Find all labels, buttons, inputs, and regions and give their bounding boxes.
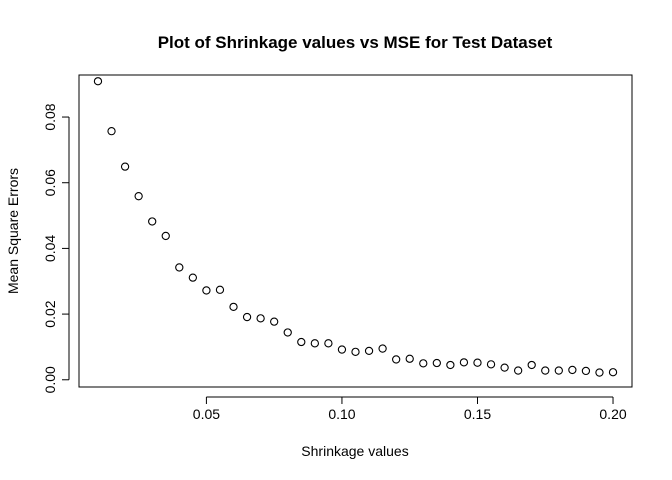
data-point <box>229 302 238 312</box>
x-axis: 0.05 0.10 0.15 0.20 <box>193 396 627 422</box>
plot-area-frame <box>78 74 633 388</box>
data-point <box>364 346 374 356</box>
y-tick-label: 0.02 <box>42 300 58 327</box>
data-point <box>256 314 265 323</box>
data-point <box>283 328 292 337</box>
data-point <box>175 263 184 272</box>
data-point <box>161 231 170 241</box>
data-point <box>595 368 604 377</box>
y-tick-label: 0.06 <box>42 169 58 196</box>
data-point <box>297 337 306 347</box>
x-tick-label: 0.15 <box>464 406 491 422</box>
data-point <box>324 339 333 348</box>
data-point <box>188 273 198 282</box>
y-axis: 0.00 0.02 0.04 0.06 0.08 <box>42 103 70 393</box>
data-point <box>459 358 469 367</box>
data-point <box>134 192 143 201</box>
data-point <box>215 285 225 294</box>
x-tick-label: 0.05 <box>193 406 220 422</box>
data-point <box>473 358 482 367</box>
data-point <box>527 360 536 370</box>
data-point <box>310 339 319 348</box>
x-tick-label: 0.10 <box>328 406 355 422</box>
y-tick-label: 0.04 <box>42 235 58 262</box>
data-point <box>541 366 550 375</box>
data-point <box>202 286 211 295</box>
data-point <box>446 360 455 370</box>
data-point <box>351 347 360 357</box>
data-point <box>500 363 509 372</box>
data-point <box>148 217 157 226</box>
data-point <box>608 368 618 377</box>
data-point <box>581 366 591 376</box>
data-point <box>432 358 441 368</box>
x-axis-label: Shrinkage values <box>301 443 408 459</box>
y-axis-label: Mean Square Errors <box>5 168 21 294</box>
data-point <box>378 344 387 353</box>
data-point <box>419 359 428 368</box>
data-point <box>93 77 103 86</box>
data-point <box>554 366 563 375</box>
y-tick-label: 0.08 <box>42 103 58 130</box>
data-point <box>270 317 279 326</box>
data-point <box>405 354 414 363</box>
data-point <box>337 345 347 354</box>
x-tick-label: 0.20 <box>599 406 626 422</box>
data-point <box>486 360 496 369</box>
chart-title: Plot of Shrinkage values vs MSE for Test… <box>158 33 553 52</box>
data-point <box>242 312 252 322</box>
data-point <box>107 127 116 136</box>
data-points <box>93 77 618 377</box>
data-point <box>392 355 401 364</box>
data-point <box>513 366 523 375</box>
data-point <box>568 365 577 375</box>
y-tick-label: 0.00 <box>42 366 58 393</box>
data-point <box>120 162 130 171</box>
